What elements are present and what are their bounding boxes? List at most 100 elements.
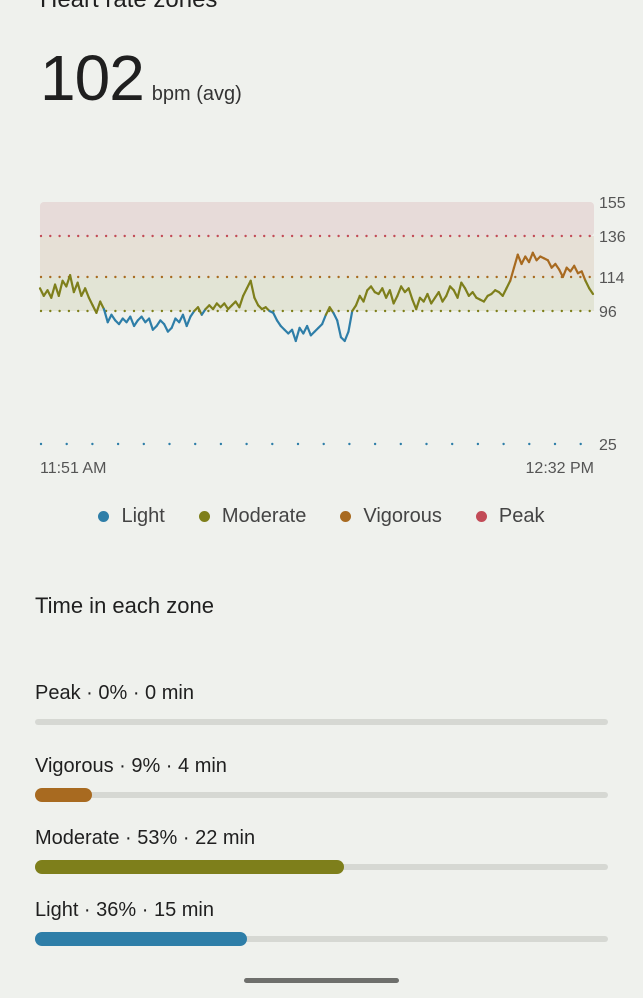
x-start-label: 11:51 AM bbox=[40, 460, 106, 477]
heart-rate-segment bbox=[584, 279, 591, 290]
heart-rate-segment bbox=[272, 311, 279, 322]
zone-progress-fill bbox=[35, 932, 247, 946]
heart-rate-segment bbox=[290, 328, 297, 343]
legend-label: Light bbox=[121, 505, 165, 527]
heart-rate-segment bbox=[50, 283, 57, 299]
heart-rate-segment bbox=[223, 302, 230, 311]
zone-label: Moderate · 53% · 22 min bbox=[35, 827, 256, 849]
y-tick-label: 96 bbox=[599, 304, 617, 321]
heart-rate-segment bbox=[381, 287, 388, 299]
heart-rate-segment bbox=[238, 294, 245, 309]
heart-rate-segment bbox=[68, 274, 75, 294]
x-end-label: 12:32 PM bbox=[526, 460, 594, 477]
y-tick-label: 155 bbox=[599, 195, 626, 212]
heart-rate-segment bbox=[445, 285, 452, 297]
zone-vigorous: Vigorous · 9% · 4 min bbox=[35, 755, 608, 802]
moderate-dot-icon bbox=[198, 511, 210, 522]
heart-rate-segment bbox=[84, 287, 91, 299]
heart-rate-segment bbox=[471, 291, 478, 299]
heart-rate-segment bbox=[38, 287, 45, 297]
time-in-zone-title: Time in each zone bbox=[35, 593, 214, 618]
heart-rate-segment bbox=[482, 294, 489, 303]
heart-rate-segment bbox=[561, 266, 568, 279]
heart-rate-segment bbox=[531, 251, 538, 262]
heart-rate-segment bbox=[305, 324, 312, 337]
heart-rate-segment bbox=[516, 253, 523, 266]
heart-rate-segment bbox=[351, 304, 358, 313]
heart-rate-segment bbox=[392, 294, 399, 305]
zone-label: Vigorous · 9% · 4 min bbox=[35, 755, 227, 777]
home-indicator[interactable] bbox=[244, 978, 399, 983]
heart-rate-segment bbox=[509, 266, 516, 282]
heart-rate-segment bbox=[388, 289, 395, 305]
heart-rate-segment bbox=[441, 294, 448, 303]
zone-label: Light · 36% · 15 min bbox=[35, 899, 214, 921]
zone-progress-fill bbox=[35, 860, 345, 874]
heart-rate-segment bbox=[196, 306, 203, 316]
y-tick-label: 25 bbox=[599, 437, 617, 454]
heart-rate-segment bbox=[328, 306, 335, 314]
heart-rate-segment bbox=[573, 264, 580, 275]
heart-rate-segment bbox=[430, 296, 437, 305]
zone-progress-track bbox=[35, 932, 608, 946]
heart-rate-segment bbox=[321, 313, 328, 326]
zone-label: Peak · 0% · 0 min bbox=[35, 682, 194, 704]
legend-item-vigorous: Vigorous bbox=[340, 505, 442, 528]
vigorous-dot-icon bbox=[340, 511, 352, 522]
peak-zone-band bbox=[40, 202, 594, 236]
peak-dot-icon bbox=[475, 511, 487, 522]
heart-rate-segment bbox=[242, 287, 249, 297]
legend-label: Vigorous bbox=[363, 505, 442, 527]
heart-rate-segment bbox=[336, 319, 343, 339]
heart-rate-segment bbox=[588, 287, 595, 296]
heart-rate-segment bbox=[57, 279, 64, 297]
heart-rate-segment bbox=[117, 317, 124, 326]
heart-rate-segment bbox=[527, 251, 534, 264]
zone-light: Light · 36% · 15 min bbox=[35, 899, 608, 946]
heart-rate-segment bbox=[106, 313, 113, 324]
heart-rate-segment bbox=[110, 313, 117, 322]
heart-rate-segment bbox=[512, 253, 519, 269]
legend-item-peak: Peak bbox=[475, 505, 545, 528]
heart-rate-segment bbox=[102, 308, 109, 324]
heart-rate-segment bbox=[211, 302, 218, 311]
zone-progress-track bbox=[35, 860, 608, 874]
heart-rate-segment bbox=[554, 262, 561, 271]
heart-rate-segment bbox=[546, 259, 553, 269]
heart-rate-segment bbox=[400, 285, 407, 294]
heart-rate-segment bbox=[407, 287, 414, 301]
heart-rate-segment bbox=[437, 291, 444, 303]
legend-item-light: Light bbox=[98, 505, 165, 528]
heart-rate-segment bbox=[324, 306, 331, 316]
heart-rate-segment bbox=[87, 296, 94, 307]
heart-rate-segment bbox=[189, 309, 196, 318]
heart-rate-segment bbox=[249, 279, 256, 299]
average-unit: bpm (avg) bbox=[151, 83, 242, 105]
legend-label: Peak bbox=[498, 505, 545, 527]
heart-rate-segment bbox=[170, 317, 177, 329]
zone-progress-track bbox=[35, 788, 608, 802]
heart-rate-segment bbox=[354, 294, 361, 307]
heart-rate-segment bbox=[181, 313, 188, 328]
light-dot-icon bbox=[98, 511, 110, 522]
average-value: 102 bbox=[40, 42, 145, 114]
heart-rate-segment bbox=[76, 281, 83, 297]
heart-rate-segment bbox=[99, 300, 106, 311]
heart-rate-segment bbox=[132, 319, 139, 328]
heart-rate-segment bbox=[501, 287, 508, 297]
heart-rate-segment bbox=[580, 270, 587, 282]
heart-rate-segment bbox=[147, 317, 154, 331]
legend-item-moderate: Moderate bbox=[198, 505, 306, 528]
heart-rate-chart[interactable]: 155 136 114 96 25 11:51 AM 12:32 PM bbox=[0, 180, 643, 480]
heart-rate-segment bbox=[347, 309, 354, 333]
heart-rate-segment bbox=[505, 279, 512, 290]
heart-rate-segment bbox=[200, 308, 207, 316]
heart-rate-segment bbox=[343, 330, 350, 343]
heart-rate-segment bbox=[426, 292, 433, 305]
moderate-zone-band bbox=[40, 277, 594, 311]
page-title: Heart rate zones bbox=[40, 0, 217, 14]
heart-rate-segment bbox=[294, 326, 301, 343]
heart-rate-segment bbox=[463, 287, 470, 297]
heart-rate-segment bbox=[275, 319, 282, 328]
y-tick-label: 136 bbox=[599, 229, 626, 246]
